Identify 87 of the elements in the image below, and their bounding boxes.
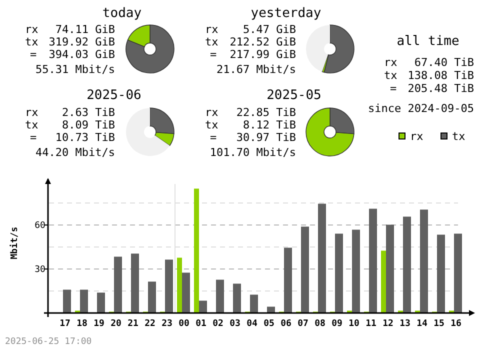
bar [182, 272, 190, 313]
x-tick-label: 06 [280, 319, 292, 329]
text: = 394.03 GiB [30, 48, 116, 62]
bar [148, 282, 156, 313]
text: rx 22.85 TiB [205, 106, 296, 119]
bar [63, 290, 71, 313]
x-tick-label: 13 [400, 319, 410, 329]
bar [318, 204, 326, 313]
text: all time [396, 34, 460, 49]
text: tx 138.08 TiB [384, 69, 474, 82]
donut-slice [306, 25, 330, 72]
legend-label: tx [452, 130, 466, 143]
text: rx 74.11 GiB [25, 23, 115, 36]
bar [352, 230, 360, 313]
bar [233, 284, 241, 313]
x-tick-label: 14 [416, 319, 428, 329]
donut-slice [126, 24, 174, 74]
y-tick-label: 60 [34, 221, 46, 231]
y-axis-title: Mbit/s [9, 226, 20, 260]
bar [386, 224, 394, 313]
bar [199, 300, 207, 313]
text: 44.20 Mbit/s [36, 146, 115, 159]
text: since 2024-09-05 [368, 102, 474, 115]
text: = 217.99 GiB [210, 48, 296, 62]
x-tick-label: 09 [332, 319, 342, 329]
x-tick-label: 08 [314, 319, 326, 329]
chart-title: 2025-06 [86, 88, 142, 103]
x-tick-label: 23 [162, 319, 172, 329]
x-tick-label: 07 [298, 319, 308, 329]
bar [267, 306, 275, 313]
y-tick-label: 30 [34, 265, 46, 275]
text: = 10.73 TiB [30, 131, 115, 144]
x-tick-label: 01 [196, 319, 206, 329]
bar [177, 258, 182, 313]
bar [250, 294, 258, 313]
x-tick-label: 22 [144, 319, 156, 329]
bar [420, 210, 428, 313]
bar [381, 250, 386, 313]
x-tick-label: 18 [76, 319, 88, 329]
text: rx 5.47 GiB [205, 23, 296, 36]
x-tick-label: 12 [382, 319, 394, 329]
x-tick-label: 17 [60, 319, 70, 329]
bar [437, 234, 445, 313]
chart-title: today [102, 6, 142, 21]
bar [454, 234, 462, 313]
chart-title: yesterday [250, 6, 322, 21]
x-tick-label: 05 [264, 319, 274, 329]
bar [97, 292, 105, 313]
legend-label: rx [410, 130, 424, 143]
text: rx 67.40 TiB [384, 56, 474, 69]
text: 2025-06-25 17:00 [5, 337, 92, 347]
text: tx 8.12 TiB [205, 118, 296, 132]
text: 55.31 Mbit/s [36, 62, 115, 76]
bar [194, 188, 199, 313]
x-tick-label: 21 [128, 319, 138, 329]
donut-slice [324, 24, 354, 74]
bar [131, 254, 139, 313]
donut-slice [126, 108, 170, 156]
text: tx 319.92 GiB [25, 36, 116, 49]
x-tick-label: 15 [434, 319, 444, 329]
bar [80, 290, 88, 313]
bar [114, 256, 122, 313]
text: 21.67 Mbit/s [216, 62, 296, 76]
bar [335, 234, 343, 313]
bar [369, 208, 377, 313]
x-tick-label: 10 [348, 319, 360, 329]
text: tx 212.52 GiB [205, 36, 296, 49]
text: = 205.48 TiB [390, 82, 474, 95]
bar [216, 280, 224, 313]
bar [284, 248, 292, 313]
text: tx 8.09 TiB [25, 118, 115, 132]
bar [403, 216, 411, 313]
chart-title: 2025-05 [266, 88, 322, 103]
x-tick-label: 20 [110, 319, 122, 329]
x-tick-label: 19 [94, 319, 104, 329]
x-tick-label: 11 [366, 319, 376, 329]
donut-slice [306, 108, 354, 156]
x-tick-label: 16 [450, 319, 462, 329]
text: rx 2.63 TiB [25, 106, 115, 119]
text: = 30.97 TiB [210, 131, 296, 144]
x-tick-label: 03 [230, 319, 240, 329]
x-tick-label: 04 [246, 319, 258, 329]
text: 101.70 Mbit/s [210, 146, 296, 159]
x-tick-label: 02 [212, 319, 224, 329]
x-tick-label: 00 [178, 319, 190, 329]
bar [165, 260, 173, 313]
bar [301, 226, 309, 313]
